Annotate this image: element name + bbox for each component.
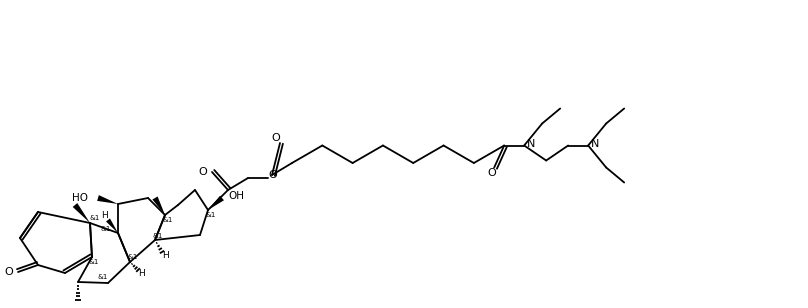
Text: &1: &1	[128, 254, 138, 260]
Polygon shape	[97, 195, 118, 204]
Text: &1: &1	[101, 226, 112, 232]
Text: H: H	[162, 250, 168, 260]
Text: O: O	[5, 267, 14, 277]
Text: OH: OH	[228, 191, 244, 201]
Text: O: O	[199, 167, 208, 177]
Text: O: O	[488, 168, 497, 177]
Text: O: O	[271, 133, 280, 143]
Text: N: N	[527, 139, 536, 148]
Text: N: N	[591, 139, 600, 148]
Polygon shape	[73, 203, 90, 223]
Text: &1: &1	[98, 274, 108, 280]
Text: H: H	[101, 210, 107, 220]
Polygon shape	[106, 218, 118, 233]
Text: &1: &1	[89, 259, 99, 265]
Text: &1: &1	[90, 215, 100, 221]
Text: &1: &1	[163, 217, 173, 223]
Text: O: O	[268, 170, 277, 180]
Text: H: H	[137, 269, 145, 278]
Text: HO: HO	[72, 193, 88, 203]
Polygon shape	[208, 196, 224, 210]
Text: &1: &1	[153, 233, 163, 239]
Text: &1: &1	[206, 212, 217, 218]
Polygon shape	[153, 197, 165, 215]
